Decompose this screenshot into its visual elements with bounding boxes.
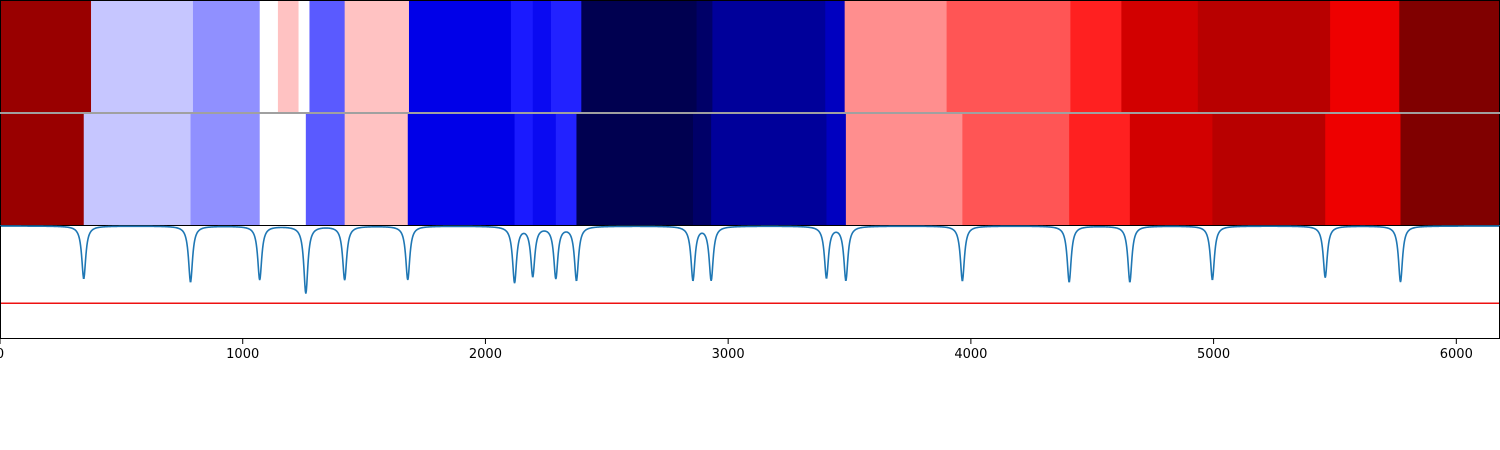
- bottom-strip-segment-8: [532, 113, 557, 226]
- top-strip-segment-9: [510, 0, 534, 113]
- bottom-strip-segment-16: [1069, 113, 1131, 226]
- top-strip-segment-13: [696, 0, 713, 113]
- x-axis: 0 1000 2000 3000 4000 5000 6000: [0, 339, 1473, 362]
- top-strip-segment-16: [844, 0, 948, 113]
- top-strip-segment-4: [277, 0, 300, 113]
- bottom-strip-segment-0: [0, 113, 85, 226]
- bottom-strip-segment-11: [692, 113, 712, 226]
- bottom-strip-segment-1: [83, 113, 192, 226]
- top-strip-segment-11: [550, 0, 582, 113]
- x-tick-label-2000: 2000: [469, 347, 502, 362]
- bottom-strip-segment-20: [1400, 113, 1500, 226]
- bottom-strip-segment-12: [711, 113, 828, 226]
- bottom-strip-segment-14: [845, 113, 963, 226]
- bottom-strip-segment-4: [305, 113, 346, 226]
- top-strip-segment-7: [344, 0, 410, 113]
- top-strip-segment-19: [1121, 0, 1199, 113]
- top-strip-segment-20: [1197, 0, 1331, 113]
- bottom-strip-segment-2: [190, 113, 261, 226]
- heatmap-strip-bottom: [0, 112, 1500, 226]
- top-strip-segment-15: [825, 0, 846, 113]
- bottom-strip-segment-5: [344, 113, 409, 226]
- bottom-strip-segment-7: [514, 113, 534, 226]
- top-strip-segment-6: [309, 0, 346, 113]
- top-strip-segment-2: [192, 0, 261, 113]
- bottom-strip-segment-15: [962, 113, 1070, 226]
- bottom-strip-segment-17: [1129, 113, 1213, 226]
- bottom-strip-segment-6: [407, 113, 516, 226]
- bottom-strip-segment-3: [259, 113, 307, 226]
- bottom-strip-segment-18: [1212, 113, 1326, 226]
- top-strip-segment-21: [1330, 0, 1400, 113]
- top-strip-segment-10: [532, 0, 552, 113]
- heatmap-strip-top: [0, 0, 1500, 113]
- x-tick-label-0: 0: [0, 347, 4, 362]
- signal-series-line: [0, 225, 1500, 294]
- top-strip-segment-17: [946, 0, 1071, 113]
- bottom-strip-segment-19: [1325, 113, 1402, 226]
- x-tick-label-5000: 5000: [1197, 347, 1230, 362]
- top-strip-segment-18: [1070, 0, 1122, 113]
- top-strip-segment-22: [1399, 0, 1500, 113]
- x-tick-label-1000: 1000: [226, 347, 259, 362]
- signal-line-panel: [0, 225, 1500, 339]
- top-strip-segment-8: [408, 0, 512, 113]
- bottom-strip-segment-10: [576, 113, 694, 226]
- bottom-strip-segment-9: [555, 113, 578, 226]
- line-panel-background: [0, 226, 1500, 338]
- top-strip-segment-5: [298, 0, 311, 113]
- x-tick-label-6000: 6000: [1440, 347, 1473, 362]
- bottom-strip-segment-13: [826, 113, 847, 226]
- top-strip-segment-1: [91, 0, 194, 113]
- top-strip-segment-14: [712, 0, 826, 113]
- top-strip-segment-12: [581, 0, 698, 113]
- top-strip-segment-0: [0, 0, 92, 113]
- x-tick-label-4000: 4000: [954, 347, 987, 362]
- x-tick-label-3000: 3000: [712, 347, 745, 362]
- top-strip-segment-3: [259, 0, 279, 113]
